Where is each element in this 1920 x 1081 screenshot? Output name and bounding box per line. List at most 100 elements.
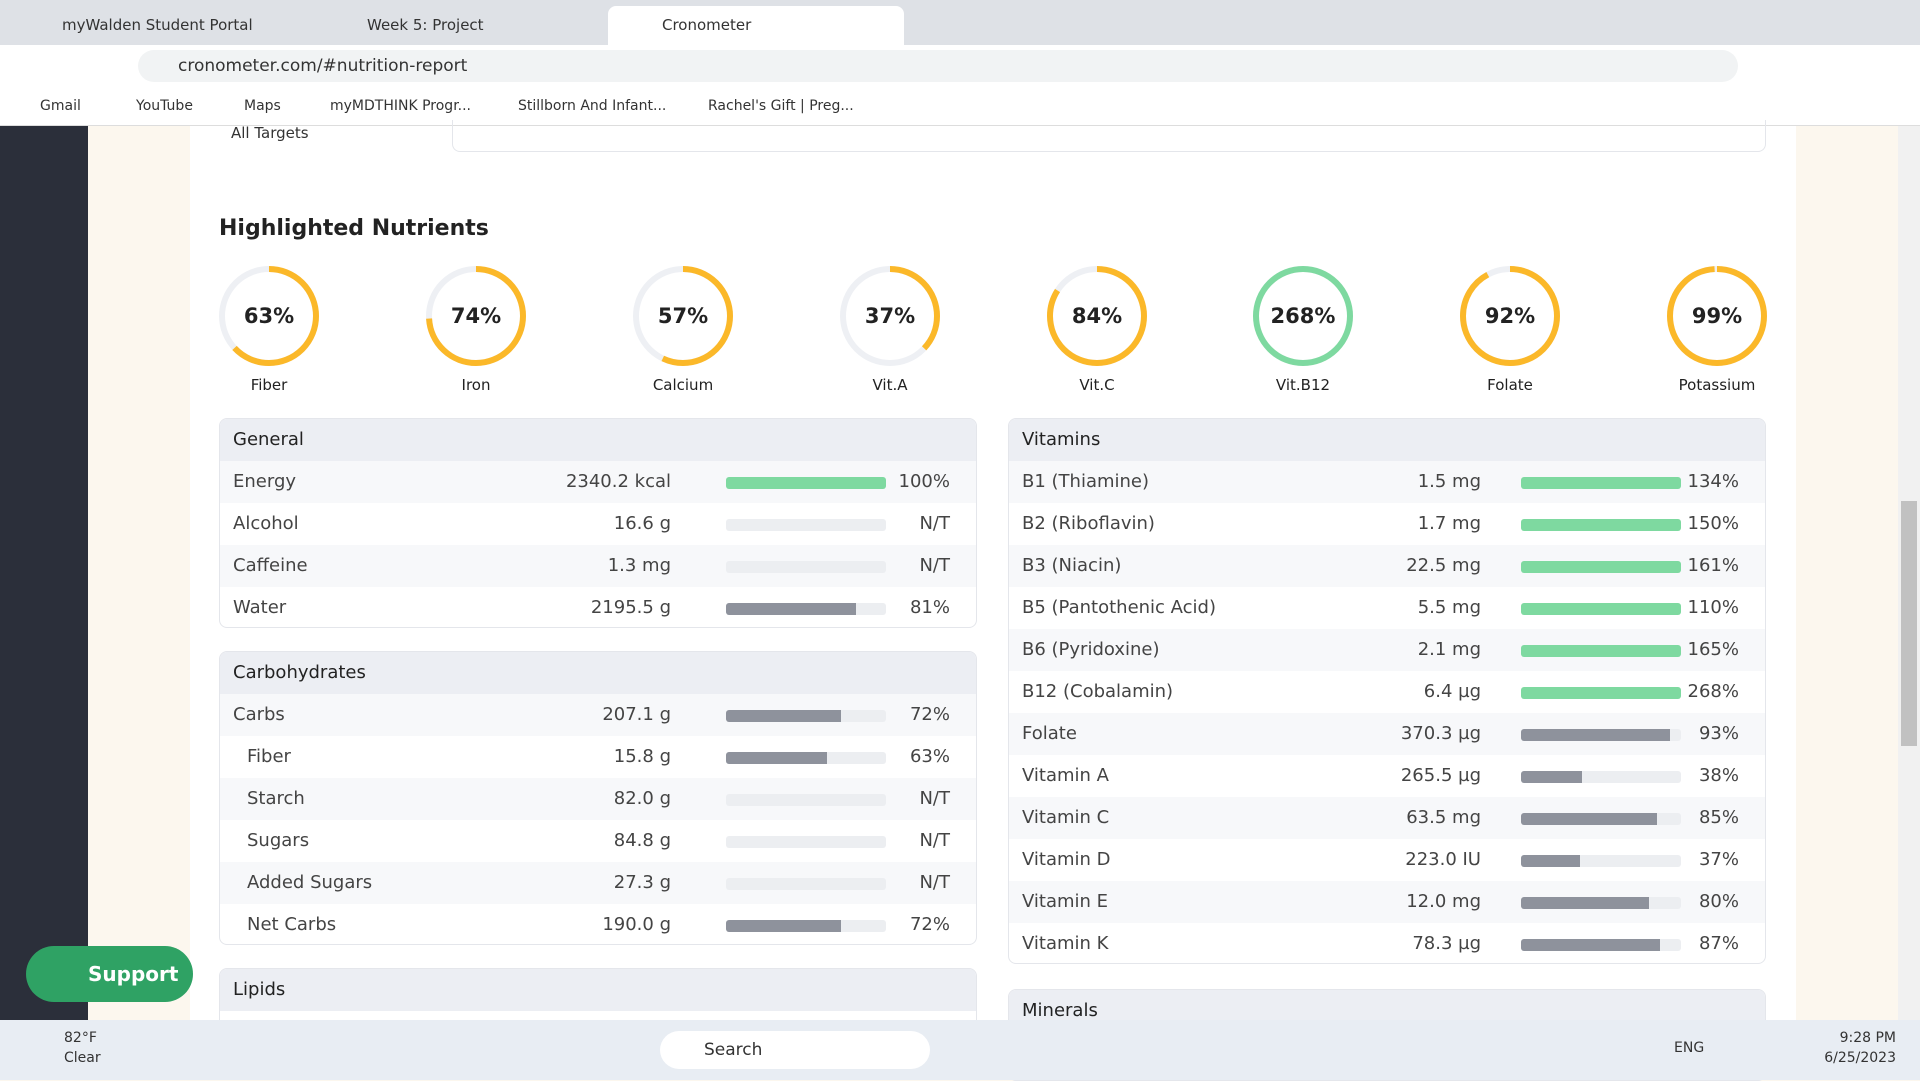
nutrient-row[interactable]: Water 2195.5 g 81% [220,587,976,627]
support-button[interactable]: Support [26,946,193,1002]
nutrient-row[interactable]: B3 (Niacin) 22.5 mg 161% [1009,545,1765,587]
nutrient-percent: 150% [1687,513,1739,534]
bar-fill [1521,939,1661,951]
nutrient-row[interactable]: Vitamin A 265.5 µg 38% [1009,755,1765,797]
ring: 268% [1253,266,1353,366]
ring-arc [1460,266,1560,366]
bar-fill [1521,771,1582,783]
tab[interactable]: Cronometer [608,6,904,45]
search-box[interactable]: Search [660,1031,930,1069]
nutrient-row[interactable]: B12 (Cobalamin) 6.4 µg 268% [1009,671,1765,713]
nutrient-row[interactable]: Vitamin D 223.0 IU 37% [1009,839,1765,881]
bar-track [1521,897,1681,909]
nutrient-percent: N/T [919,555,950,576]
ring-arc [219,266,319,366]
nutrient-name: Energy [233,471,297,492]
nutrient-amount: 6.4 µg [1423,681,1481,702]
nutrient-percent: N/T [919,872,950,893]
bookmark[interactable]: Stillborn And Infant... [518,98,667,114]
all-targets[interactable]: All Targets [231,124,309,142]
bookmark[interactable]: Maps [244,98,281,114]
nutrient-name: Vitamin C [1022,807,1110,828]
ring-arc [633,266,733,366]
bar-track [726,878,886,890]
bar-fill [1521,561,1681,573]
nutrient-row[interactable]: Vitamin E 12.0 mg 80% [1009,881,1765,923]
ring-arc [426,266,526,366]
ring-percent: 74% [451,304,501,328]
nutrient-amount: 207.1 g [602,704,671,725]
nutrient-row[interactable]: B1 (Thiamine) 1.5 mg 134% [1009,461,1765,503]
ring-percent: 268% [1271,304,1336,328]
nutrient-amount: 190.0 g [602,914,671,935]
bar-track [1521,561,1681,573]
bar-track [726,794,886,806]
nutrient-row[interactable]: B2 (Riboflavin) 1.7 mg 150% [1009,503,1765,545]
nutrient-percent: 72% [909,914,950,935]
nutrient-row[interactable]: Alcohol 16.6 g N/T [220,503,976,545]
nutrient-row[interactable]: Carbs 207.1 g 72% [220,694,976,736]
nutrient-amount: 16.6 g [613,513,671,534]
nutrient-row[interactable]: Vitamin K 78.3 µg 87% [1009,923,1765,963]
nutrient-row[interactable]: Sugars 84.8 g N/T [220,820,976,862]
nutrient-row[interactable]: Fiber 15.8 g 63% [220,736,976,778]
bar-fill [726,920,842,932]
bar-fill [1521,729,1670,741]
bookmark[interactable]: myMDTHINK Progr... [330,98,472,114]
bar-fill [726,710,842,722]
address-bar[interactable]: cronometer.com/#nutrition-report [138,50,1738,82]
nutrient-row[interactable]: Added Sugars 27.3 g N/T [220,862,976,904]
nutrient-amount: 27.3 g [613,872,671,893]
nutrient-row[interactable]: B5 (Pantothenic Acid) 5.5 mg 110% [1009,587,1765,629]
bar-fill [1521,519,1681,531]
ring-arc [1667,266,1767,366]
nutrient-name: B6 (Pyridoxine) [1022,639,1160,660]
ring-label: Vit.C [1079,376,1115,394]
ring: 57% [633,266,733,366]
targets-card [452,120,1766,152]
nutrient-row[interactable]: Starch 82.0 g N/T [220,778,976,820]
nutrient-name: Net Carbs [247,914,337,935]
nutrient-percent: 80% [1698,891,1739,912]
nutrient-name: Fiber [247,746,291,767]
ring-label: Iron [461,376,491,394]
ring-percent: 37% [865,304,915,328]
nutrient-amount: 370.3 µg [1400,723,1481,744]
bookmark[interactable]: Gmail [40,98,81,114]
ring-label: Vit.B12 [1275,376,1331,394]
bar-track [1521,939,1681,951]
nutrient-row[interactable]: Energy 2340.2 kcal 100% [220,461,976,503]
ring-percent: 84% [1072,304,1122,328]
ring: 37% [840,266,940,366]
tab[interactable]: myWalden Student Portal [62,16,253,34]
nutrient-amount: 2.1 mg [1417,639,1481,660]
bookmark[interactable]: YouTube [136,98,193,114]
bar-fill [1521,645,1681,657]
panel-header: Carbohydrates [220,652,976,694]
nutrient-row[interactable]: B6 (Pyridoxine) 2.1 mg 165% [1009,629,1765,671]
ring-percent: 99% [1692,304,1742,328]
nutrient-name: Carbs [233,704,285,725]
panel: Carbohydrates Carbs 207.1 g 72% Fiber 15.8 g 6… [219,651,977,945]
scroll-thumb[interactable] [1901,501,1917,746]
nutrient-row[interactable]: Caffeine 1.3 mg N/T [220,545,976,587]
nutrient-name: Vitamin K [1022,933,1109,954]
nutrient-name: Starch [247,788,305,809]
nutrient-row[interactable]: Net Carbs 190.0 g 72% [220,904,976,944]
nutrient-name: B2 (Riboflavin) [1022,513,1155,534]
bar-fill [726,603,856,615]
scrollbar [1898,126,1920,1020]
panel-header: General [220,419,976,461]
nutrient-amount: 2195.5 g [590,597,671,618]
bar-track [1521,729,1681,741]
nutrient-row[interactable]: Folate 370.3 µg 93% [1009,713,1765,755]
nutrient-percent: 134% [1687,471,1739,492]
tab[interactable]: Week 5: Project [367,16,484,34]
bar-track [726,519,886,531]
nutrient-row[interactable]: Vitamin C 63.5 mg 85% [1009,797,1765,839]
nutrient-name: Vitamin A [1022,765,1109,786]
bookmark[interactable]: Rachel's Gift | Preg... [708,98,854,114]
nutrient-amount: 1.5 mg [1417,471,1481,492]
bar-track [1521,771,1681,783]
nutrient-percent: 100% [898,471,950,492]
